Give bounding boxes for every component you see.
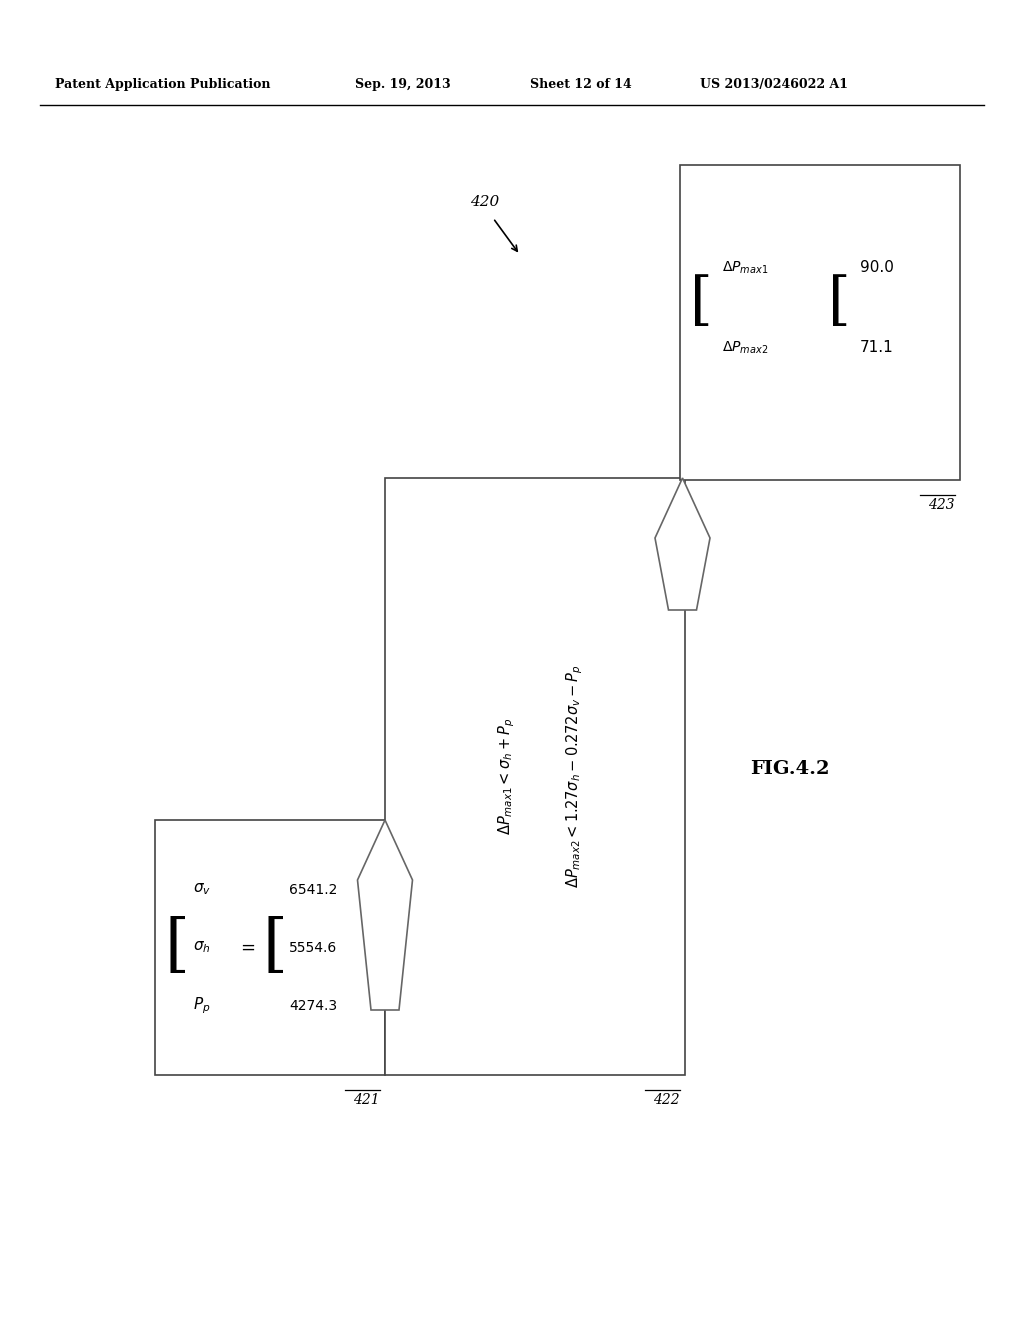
Text: 420: 420	[470, 195, 500, 209]
Text: $\Delta P_{max1} < \sigma_h + P_p$: $\Delta P_{max1} < \sigma_h + P_p$	[497, 718, 517, 836]
Polygon shape	[655, 478, 710, 610]
Text: =: =	[240, 939, 255, 957]
Bar	[680, 165, 961, 480]
Text: $\sigma_h$: $\sigma_h$	[193, 940, 211, 956]
Text: 71.1: 71.1	[860, 341, 894, 355]
Text: 423: 423	[929, 498, 955, 512]
Text: $\sigma_v$: $\sigma_v$	[193, 882, 211, 898]
Text: 90.0: 90.0	[860, 260, 894, 275]
Text: [: [	[165, 917, 189, 978]
Text: Sheet 12 of 14: Sheet 12 of 14	[530, 78, 632, 91]
Text: $P_p$: $P_p$	[193, 995, 211, 1016]
Text: $\Delta P_{max2}$: $\Delta P_{max2}$	[722, 339, 768, 355]
Text: 421: 421	[353, 1093, 380, 1107]
Text: 422: 422	[653, 1093, 680, 1107]
Text: US 2013/0246022 A1: US 2013/0246022 A1	[700, 78, 848, 91]
Bar	[155, 820, 385, 1074]
Polygon shape	[357, 820, 413, 1010]
Text: $\Delta P_{max2} < 1.27\sigma_h - 0.272\sigma_v - P_p$: $\Delta P_{max2} < 1.27\sigma_h - 0.272\…	[564, 665, 586, 888]
Text: 6541.2: 6541.2	[289, 883, 337, 896]
Text: [: [	[690, 275, 713, 330]
Text: [: [	[263, 917, 288, 978]
Text: $\Delta P_{max1}$: $\Delta P_{max1}$	[722, 259, 768, 276]
Text: Sep. 19, 2013: Sep. 19, 2013	[355, 78, 451, 91]
Bar	[385, 478, 685, 1074]
Text: FIG.4.2: FIG.4.2	[750, 760, 829, 777]
Text: Patent Application Publication: Patent Application Publication	[55, 78, 270, 91]
Text: [: [	[828, 275, 851, 330]
Text: 4274.3: 4274.3	[289, 998, 337, 1012]
Text: 5554.6: 5554.6	[289, 940, 337, 954]
